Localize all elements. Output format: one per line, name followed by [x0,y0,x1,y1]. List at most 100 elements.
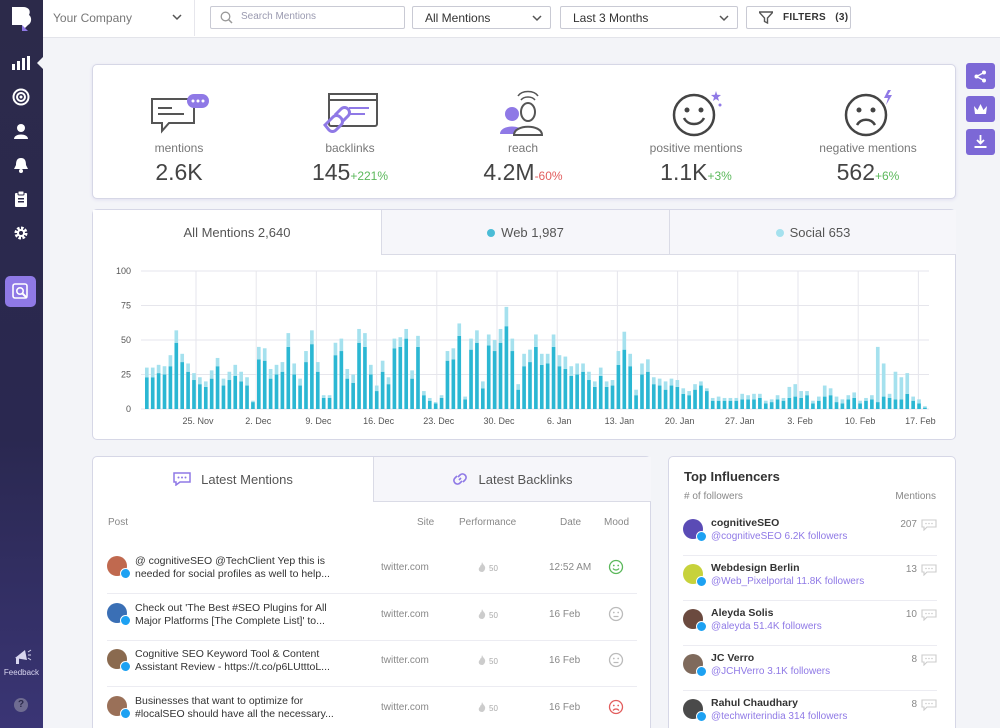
influencer-row[interactable]: Rahul Chaudhary @techwriterindia 314 foll… [683,691,937,728]
tab-latest-mentions[interactable]: Latest Mentions [93,457,373,502]
share-button[interactable] [966,63,995,89]
filters-button[interactable]: FILTERS (3) [746,6,851,29]
tab-social[interactable]: Social 653 [669,210,956,255]
company-selector[interactable]: Your Company [43,0,195,36]
mention-row[interactable]: Cognitive SEO Keyword Tool & Content Ass… [107,641,637,687]
mention-performance: 50 [478,562,498,573]
period-select[interactable]: Last 3 Months [560,6,738,29]
x-tick-label: 3. Feb [787,416,813,426]
tab-latest-backlinks[interactable]: Latest Backlinks [373,457,651,502]
mention-row[interactable]: Businesses that want to optimize for #lo… [107,688,637,728]
bar-social [622,331,627,350]
mention-row[interactable]: @ cognitiveSEO @TechClient Yep this is n… [107,548,637,594]
target-icon[interactable] [10,86,32,108]
bar-social [315,362,320,372]
bar-social [628,353,633,367]
mention-row[interactable]: Check out 'The Best #SEO Plugins for All… [107,595,637,641]
mood-positive-icon[interactable] [608,559,624,575]
influencer-row[interactable]: JC Verro @JCHVerro 3.1K followers 8 [683,646,937,691]
feedback-button[interactable]: Feedback [0,646,43,677]
mention-site[interactable]: twitter.com [381,655,429,666]
chat-bubble-icon[interactable] [921,699,937,711]
search-input[interactable]: Search Mentions [210,6,405,29]
chat-bubble-icon[interactable] [921,519,937,531]
mention-site[interactable]: twitter.com [381,608,429,620]
influencer-row[interactable]: cognitiveSEO @cognitiveSEO 6.2K followers… [683,511,937,556]
influencer-name[interactable]: Aleyda Solis [711,607,774,619]
performance-value: 50 [489,657,498,666]
mood-negative-icon[interactable] [608,699,624,715]
tab-web[interactable]: Web 1,987 [381,210,669,255]
bar-web [386,384,391,409]
chat-bubble-icon[interactable] [921,564,937,576]
bar-social [881,363,886,397]
bar-web [274,374,279,409]
social-dot-icon [775,229,784,237]
bar-web [746,399,750,409]
stat-label: positive mentions [649,141,743,155]
bar-web [280,371,285,409]
tab-all-mentions[interactable]: All Mentions 2,640 [93,210,381,255]
chat-bubble-icon[interactable] [921,654,937,666]
x-tick-label: 27. Jan [725,416,755,426]
people-reach-icon [500,90,544,136]
mention-site[interactable]: twitter.com [381,701,429,713]
mention-text[interactable]: @ cognitiveSEO @TechClient Yep this is n… [135,555,330,580]
bar-web [893,399,898,409]
influencer-handle[interactable]: @cognitiveSEO 6.2K followers [711,531,848,542]
mentions-bar-chart: 0 25 50 75 100 25. Nov 2. Dec 9. Dec 16. Dec 23. … [116,266,936,426]
col-mood: Mood [604,517,630,528]
bell-icon[interactable] [10,154,32,176]
bar-web [610,385,615,409]
influencer-row[interactable]: Aleyda Solis @aleyda 51.4K followers 10 [683,601,937,646]
influencer-name[interactable]: cognitiveSEO [711,517,780,529]
bar-web [545,363,550,409]
influencer-row[interactable]: Webdesign Berlin @Web_Pixelportal 11.8K f… [683,556,937,601]
bar-web [917,403,921,409]
twitter-icon [696,621,707,632]
bar-web [357,342,361,409]
influencer-name[interactable]: JC Verro [711,652,755,664]
premium-button[interactable] [966,96,995,122]
bar-web [257,359,261,409]
download-button[interactable] [966,129,995,155]
mentions-search-icon[interactable] [5,276,36,307]
influencer-name[interactable]: Rahul Chaudhary [711,697,798,709]
mood-neutral-icon[interactable] [608,652,624,668]
bar-social [445,351,450,361]
mentions-type-select[interactable]: All Mentions [412,6,551,29]
mention-text[interactable]: Businesses that want to optimize for #lo… [135,694,334,720]
crown-icon [974,104,987,114]
mention-text[interactable]: Check out 'The Best #SEO Plugins for All… [135,601,327,627]
mention-text[interactable]: Cognitive SEO Keyword Tool & Content Ass… [135,648,330,673]
stat-change: +3% [707,169,732,183]
bar-social [451,348,456,360]
influencer-name[interactable]: Webdesign Berlin [711,562,800,574]
gear-icon[interactable] [10,222,32,244]
bar-web [598,375,603,409]
mention-site[interactable]: twitter.com [381,562,429,573]
mood-neutral-icon[interactable] [608,606,624,622]
clipboard-icon[interactable] [10,188,32,210]
bar-web [304,362,308,409]
bar-social [769,399,774,403]
brand-logo[interactable] [9,6,34,32]
influencer-handle[interactable]: @aleyda 51.4K followers [711,621,822,632]
bar-social [245,377,249,386]
twitter-icon [120,661,131,672]
bar-web [905,393,910,409]
col-site: Site [417,517,435,528]
bar-social [469,338,473,350]
bar-social [722,397,727,401]
influencer-handle[interactable]: @JCHVerro 3.1K followers [711,666,831,677]
chat-bubble-icon[interactable] [921,609,937,621]
influencer-handle[interactable]: @techwriterindia 314 followers [711,711,848,722]
bar-web [710,400,715,409]
influencer-handle[interactable]: @Web_Pixelportal 11.8K followers [711,576,865,587]
user-icon[interactable] [10,120,32,142]
dashboard-chart-icon[interactable] [10,52,32,74]
x-tick-label: 23. Dec [423,416,455,426]
help-icon[interactable]: ? [14,698,28,712]
bar-social [357,328,361,343]
bar-web [475,342,479,409]
